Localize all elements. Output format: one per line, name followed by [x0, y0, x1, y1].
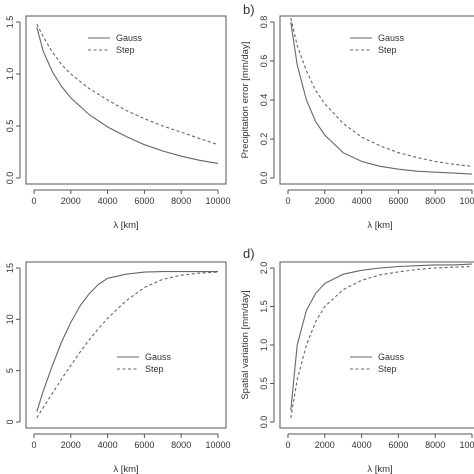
- x-tick-label: 2000: [61, 196, 81, 206]
- legend-label-step: Step: [378, 364, 397, 374]
- panel-d: 0 2000 4000 6000 8000 10000 0.0 0.5 1.0 1.5 2.0 λ […: [240, 246, 474, 474]
- series-line-step: [36, 23, 219, 146]
- x-tick-label: 2000: [61, 440, 81, 450]
- y-tick-label: 0.0: [5, 172, 15, 185]
- panel-b: 0 2000 4000 6000 8000 10000 0.0 0.2 0.4 0.6 0.8 λ […: [240, 2, 474, 231]
- y-tick-label: 0.5: [259, 377, 269, 390]
- x-tick-label: 8000: [425, 440, 445, 450]
- series-line-step: [290, 265, 473, 419]
- y-tick-label: 0.0: [259, 172, 269, 185]
- legend-label-gauss: Gauss: [378, 33, 405, 43]
- legend-label-gauss: Gauss: [145, 352, 172, 362]
- y-tick-label: 5: [5, 368, 15, 373]
- x-tick-label: 0: [31, 440, 36, 450]
- x-axis-title: λ [km]: [367, 464, 392, 474]
- series-line-gauss: [36, 271, 218, 412]
- series-line-gauss: [290, 263, 473, 411]
- series-line-gauss: [290, 21, 473, 175]
- x-tick-label: 6000: [388, 196, 408, 206]
- series-line-gauss: [36, 27, 219, 164]
- x-tick-label: 0: [31, 196, 36, 206]
- x-tick-label: 4000: [352, 440, 372, 450]
- y-tick-label: 0.5: [5, 120, 15, 133]
- series-line-step: [36, 271, 219, 419]
- y-tick-label: 1.0: [5, 68, 15, 81]
- y-tick-label: 1.5: [259, 300, 269, 313]
- x-tick-label: 8000: [425, 196, 445, 206]
- y-tick-label: 15: [5, 263, 15, 273]
- y-axis-title: Precipitation error [mm/day]: [240, 42, 251, 159]
- panel-c: 0 2000 4000 6000 8000 10000 0 5 10 15 λ [km] Gauss S…: [5, 261, 231, 474]
- y-tick-label: 0.6: [259, 55, 269, 68]
- plot-frame: [25, 261, 227, 429]
- panel-label: b): [243, 2, 255, 17]
- y-tick-label: 0: [5, 419, 15, 424]
- y-axis-title: Spatial variation [mm/day]: [240, 290, 251, 399]
- x-tick-label: 6000: [134, 196, 154, 206]
- x-tick-label: 4000: [352, 196, 372, 206]
- plot-frame: [279, 15, 474, 185]
- x-tick-label: 4000: [98, 440, 118, 450]
- legend-label-gauss: Gauss: [116, 33, 143, 43]
- legend: Gauss Step: [350, 33, 405, 55]
- x-tick-label: 8000: [171, 440, 191, 450]
- y-tick-label: 0.2: [259, 133, 269, 146]
- x-tick-label: 6000: [388, 440, 408, 450]
- x-tick-label: 6000: [134, 440, 154, 450]
- x-tick-label: 2000: [315, 196, 335, 206]
- plot-frame: [25, 15, 227, 185]
- legend: Gauss Step: [88, 33, 143, 55]
- x-tick-label: 0: [285, 440, 290, 450]
- x-tick-label: 10000: [459, 196, 474, 206]
- x-tick-label: 2000: [315, 440, 335, 450]
- y-tick-label: 0.8: [259, 16, 269, 29]
- x-axis-title: λ [km]: [367, 220, 392, 231]
- plot-frame: [279, 261, 474, 429]
- x-tick-label: 10000: [459, 440, 474, 450]
- legend: Gauss Step: [117, 352, 172, 374]
- y-tick-label: 2.0: [259, 262, 269, 275]
- x-axis-title: λ [km]: [113, 464, 138, 474]
- panel-label: d): [243, 246, 255, 261]
- legend: Gauss Step: [350, 352, 405, 374]
- x-tick-label: 4000: [98, 196, 118, 206]
- y-tick-label: 1.0: [259, 339, 269, 352]
- x-axis-title: λ [km]: [113, 220, 138, 231]
- y-tick-label: 1.5: [5, 16, 15, 29]
- x-tick-label: 0: [285, 196, 290, 206]
- y-tick-label: 10: [5, 314, 15, 324]
- y-tick-label: 0.0: [259, 416, 269, 429]
- panel-a: 0 2000 4000 6000 8000 10000 0.0 0.5 1.0 1.5 λ [km]…: [5, 15, 231, 231]
- legend-label-step: Step: [116, 45, 135, 55]
- legend-label-step: Step: [378, 45, 397, 55]
- legend-label-gauss: Gauss: [378, 352, 405, 362]
- x-tick-label: 8000: [171, 196, 191, 206]
- series-line-step: [290, 17, 473, 167]
- x-tick-label: 10000: [205, 196, 230, 206]
- legend-label-step: Step: [145, 364, 164, 374]
- y-tick-label: 0.4: [259, 94, 269, 107]
- x-tick-label: 10000: [205, 440, 230, 450]
